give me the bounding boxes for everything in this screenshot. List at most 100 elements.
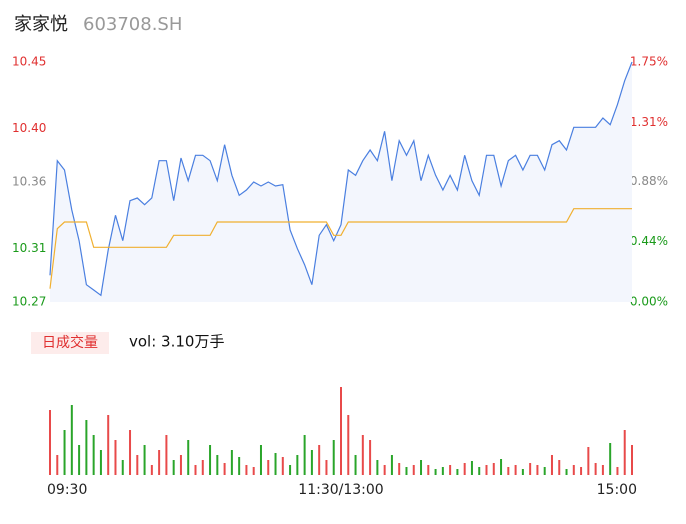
y-tick-label: 10.40: [12, 121, 46, 135]
volume-bar: [303, 435, 306, 475]
volume-bar: [456, 469, 459, 475]
volume-bar: [361, 435, 364, 475]
y2-tick-label: 0.00%: [630, 295, 668, 309]
volume-bar: [449, 465, 452, 475]
volume-bar: [281, 457, 284, 475]
volume-bar: [136, 455, 139, 475]
y-tick-label: 10.27: [12, 295, 46, 309]
volume-bar: [536, 465, 539, 475]
volume-bar: [354, 455, 357, 475]
y2-tick-label: 1.75%: [630, 55, 668, 69]
y2-tick-label: 0.44%: [630, 234, 668, 248]
volume-bar: [107, 415, 110, 475]
volume-bar: [434, 469, 437, 475]
volume-bar: [347, 415, 350, 475]
volume-bar: [259, 445, 262, 475]
volume-bar: [63, 430, 66, 475]
volume-bar: [631, 445, 633, 475]
volume-bar: [616, 467, 619, 475]
volume-bar: [565, 469, 568, 475]
volume-bar: [405, 467, 408, 475]
volume-bar: [572, 465, 575, 475]
volume-bar: [587, 447, 590, 475]
volume-bar: [121, 460, 124, 475]
volume-bar: [543, 467, 546, 475]
volume-bar: [56, 455, 59, 475]
volume-bar: [463, 463, 466, 475]
y-tick-label: 10.36: [12, 175, 46, 189]
volume-bar: [383, 465, 386, 475]
volume-bar: [521, 469, 524, 475]
volume-bar: [376, 460, 379, 475]
volume-bar: [318, 445, 321, 475]
stock-code: 603708.SH: [83, 14, 182, 35]
volume-bar: [245, 465, 248, 475]
average-line: [49, 208, 632, 289]
x-tick-label: 11:30/13:00: [298, 482, 383, 498]
volume-bar: [529, 463, 532, 475]
volume-bar: [310, 450, 313, 475]
volume-bar: [179, 455, 182, 475]
volume-bar: [296, 455, 299, 475]
volume-bar: [390, 455, 393, 475]
volume-badge: 日成交量: [42, 334, 98, 351]
y2-tick-label: 0.88%: [630, 174, 668, 188]
price-area: [50, 62, 632, 302]
volume-bar: [325, 460, 328, 475]
volume-bar: [485, 465, 488, 475]
volume-bar: [398, 463, 401, 475]
volume-bar: [478, 467, 481, 475]
volume-bar: [369, 440, 372, 475]
volume-bar: [267, 460, 270, 475]
volume-bar: [514, 465, 517, 475]
volume-bar: [332, 440, 335, 475]
volume-bar: [165, 435, 168, 475]
volume-bar: [150, 465, 153, 475]
volume-bar: [289, 465, 292, 475]
volume-bar: [470, 461, 473, 475]
volume-bar: [223, 463, 226, 475]
volume-bar: [85, 420, 88, 475]
volume-bar: [500, 459, 503, 475]
volume-badge-bg: [31, 332, 109, 354]
volume-bar: [252, 467, 255, 475]
volume-bar: [194, 465, 197, 475]
volume-bar: [230, 450, 233, 475]
volume-bar: [594, 463, 597, 475]
volume-bar: [78, 445, 81, 475]
volume-bar: [550, 455, 553, 475]
volume-bar: [216, 455, 219, 475]
volume-bar: [274, 453, 277, 475]
volume-bar: [558, 460, 561, 475]
volume-bar: [601, 465, 604, 475]
volume-bar: [580, 467, 583, 475]
volume-bar: [187, 440, 190, 475]
x-tick-label: 15:00: [597, 482, 637, 498]
volume-bar: [507, 467, 510, 475]
volume-bar: [70, 405, 73, 475]
x-tick-label: 09:30: [47, 482, 87, 498]
volume-bar: [441, 467, 444, 475]
volume-bar: [201, 460, 204, 475]
volume-bar: [420, 460, 423, 475]
volume-bar: [427, 465, 430, 475]
y-tick-label: 10.45: [12, 55, 46, 69]
volume-bar: [114, 440, 117, 475]
y2-tick-label: 1.31%: [630, 115, 668, 129]
y-tick-label: 10.31: [12, 241, 46, 255]
stock-name: 家家悦: [14, 14, 68, 35]
volume-bar: [623, 430, 626, 475]
volume-bar: [340, 387, 342, 475]
price-line: [49, 61, 633, 297]
volume-bar: [492, 463, 495, 475]
volume-bar: [99, 450, 102, 475]
volume-text: vol: 3.10万手: [129, 333, 224, 351]
volume-bar: [49, 410, 51, 475]
volume-bar: [92, 435, 95, 475]
volume-bar: [172, 460, 175, 475]
volume-bar: [158, 450, 161, 475]
volume-bar: [129, 430, 132, 475]
volume-bar: [412, 465, 415, 475]
volume-bar: [143, 445, 146, 475]
